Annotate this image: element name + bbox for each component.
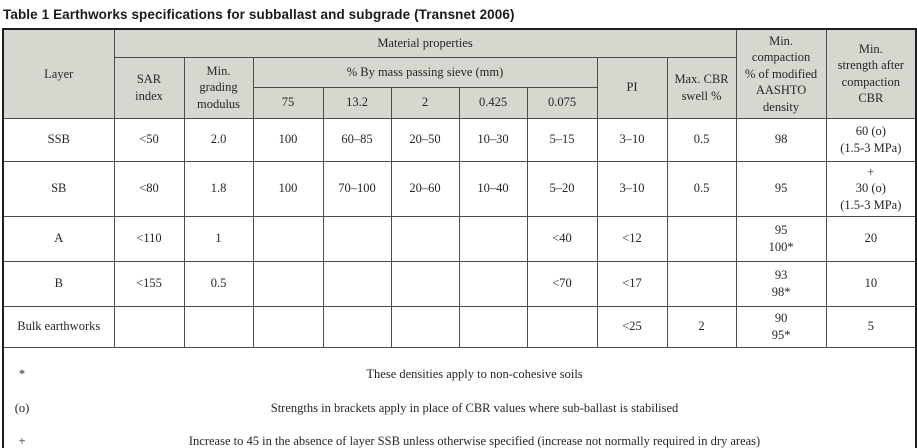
cell-min-compaction: 95 100*	[735, 215, 827, 262]
cell-sieve-2: 20–50	[390, 117, 460, 162]
col-header-sieve-group: % By mass passing sieve (mm)	[252, 56, 598, 88]
cell-sieve-0-075: <70	[526, 260, 598, 307]
cell-layer: SSB	[2, 117, 115, 162]
cell-sieve-75: 100	[252, 160, 324, 217]
col-header-sieve-75: 75	[252, 86, 324, 119]
col-header-sieve-0-075: 0.075	[526, 86, 598, 119]
cell-layer: Bulk earthworks	[2, 305, 115, 348]
col-header-sar-index: SAR index	[113, 56, 185, 119]
cell-sieve-75	[252, 215, 324, 262]
cell-sieve-75: 100	[252, 117, 324, 162]
col-header-max-cbr-swell: Max. CBR swell %	[666, 56, 737, 119]
cell-min-compaction: 98	[735, 117, 827, 162]
footnote-plus: + Increase to 45 in the absence of layer…	[7, 433, 912, 448]
header-row-1: Layer Material properties Min. compactio…	[2, 28, 917, 119]
cell-sieve-2	[390, 305, 460, 348]
table-row-ssb: SSB <50 2.0 100 60–85 20–50 10–30 5–15 3…	[2, 117, 917, 162]
cell-pi: <25	[596, 305, 668, 348]
cell-sar-index: <50	[113, 117, 185, 162]
table-notes-row: * These densities apply to non-cohesive …	[2, 346, 917, 448]
cell-sar-index: <110	[113, 215, 185, 262]
cell-sieve-0-075: <40	[526, 215, 598, 262]
cell-min-strength: 10	[825, 260, 917, 307]
footnote-marker: *	[18, 367, 26, 381]
cell-sieve-13-2: 70–100	[322, 160, 392, 217]
cell-layer: SB	[2, 160, 115, 217]
cell-min-compaction: 90 95*	[735, 305, 827, 348]
col-header-sieve-2: 2	[390, 86, 460, 119]
cell-pi: 3–10	[596, 160, 668, 217]
cell-sieve-0-425	[458, 260, 528, 307]
cell-layer: A	[2, 215, 115, 262]
table-caption-label: Table 1	[3, 7, 50, 22]
cell-sieve-0-425	[458, 305, 528, 348]
cell-sieve-2: 20–60	[390, 160, 460, 217]
cell-sieve-75	[252, 305, 324, 348]
table-row-sb: SB <80 1.8 100 70–100 20–60 10–40 5–20 3…	[2, 160, 917, 217]
specs-table: Layer Material properties Min. compactio…	[2, 28, 917, 448]
footnote-marker: +	[18, 434, 26, 448]
cell-min-strength: + 30 (o) (1.5-3 MPa)	[825, 160, 917, 217]
cell-grading-modulus: 0.5	[183, 260, 254, 307]
cell-sieve-13-2	[322, 260, 392, 307]
cell-sieve-2	[390, 215, 460, 262]
cell-pi: 3–10	[596, 117, 668, 162]
col-header-material-properties: Material properties	[113, 28, 737, 58]
col-header-min-strength: Min. strength after compaction CBR	[825, 28, 917, 119]
cell-sieve-0-425: 10–30	[458, 117, 528, 162]
cell-max-cbr-swell	[666, 260, 737, 307]
col-header-pi: PI	[596, 56, 668, 119]
footnote-text: Strengths in brackets apply in place of …	[270, 400, 679, 415]
footnote-text: Increase to 45 in the absence of layer S…	[188, 434, 761, 448]
col-header-layer: Layer	[2, 28, 115, 119]
table-caption: Table 1 Earthworks specifications for su…	[0, 0, 917, 28]
cell-pi: <12	[596, 215, 668, 262]
cell-pi: <17	[596, 260, 668, 307]
cell-sieve-75	[252, 260, 324, 307]
footnote-marker: (o)	[14, 400, 30, 415]
cell-sieve-0-075: 5–15	[526, 117, 598, 162]
cell-grading-modulus	[183, 305, 254, 348]
cell-grading-modulus: 1	[183, 215, 254, 262]
table-caption-text: Earthworks specifications for subballast…	[53, 7, 515, 22]
cell-sieve-13-2	[322, 215, 392, 262]
footnote-asterisk: * These densities apply to non-cohesive …	[7, 366, 912, 383]
cell-sieve-0-425	[458, 215, 528, 262]
cell-min-strength: 5	[825, 305, 917, 348]
cell-max-cbr-swell: 2	[666, 305, 737, 348]
cell-layer: B	[2, 260, 115, 307]
cell-sieve-2	[390, 260, 460, 307]
table-row-a: A <110 1 <40 <12 95 100* 20	[2, 215, 917, 262]
col-header-min-compaction: Min. compaction % of modified AASHTO den…	[735, 28, 827, 119]
cell-min-compaction: 95	[735, 160, 827, 217]
col-header-min-grading-modulus: Min. grading modulus	[183, 56, 254, 119]
col-header-sieve-13-2: 13.2	[322, 86, 392, 119]
cell-max-cbr-swell: 0.5	[666, 117, 737, 162]
cell-sar-index	[113, 305, 185, 348]
cell-sar-index: <80	[113, 160, 185, 217]
cell-sieve-0-425: 10–40	[458, 160, 528, 217]
header-row-3: 75 13.2 2 0.425 0.075	[3, 86, 916, 119]
cell-grading-modulus: 2.0	[183, 117, 254, 162]
cell-min-strength: 20	[825, 215, 917, 262]
cell-max-cbr-swell	[666, 215, 737, 262]
cell-sieve-13-2	[322, 305, 392, 348]
cell-min-compaction: 93 98*	[735, 260, 827, 307]
table-notes: * These densities apply to non-cohesive …	[2, 346, 917, 448]
cell-sieve-13-2: 60–85	[322, 117, 392, 162]
cell-grading-modulus: 1.8	[183, 160, 254, 217]
cell-sar-index: <155	[113, 260, 185, 307]
col-header-sieve-0-425: 0.425	[458, 86, 528, 119]
footnote-o: (o) Strengths in brackets apply in place…	[7, 400, 912, 417]
table-row-bulk-earthworks: Bulk earthworks <25 2 90 95* 5	[2, 305, 917, 348]
cell-sieve-0-075	[526, 305, 598, 348]
header-row-2: SAR index Min. grading modulus % By mass…	[3, 56, 916, 119]
table-row-b: B <155 0.5 <70 <17 93 98* 10	[2, 260, 917, 307]
cell-min-strength: 60 (o) (1.5-3 MPa)	[825, 117, 917, 162]
cell-max-cbr-swell: 0.5	[666, 160, 737, 217]
footnote-text: These densities apply to non-cohesive so…	[366, 367, 583, 381]
cell-sieve-0-075: 5–20	[526, 160, 598, 217]
